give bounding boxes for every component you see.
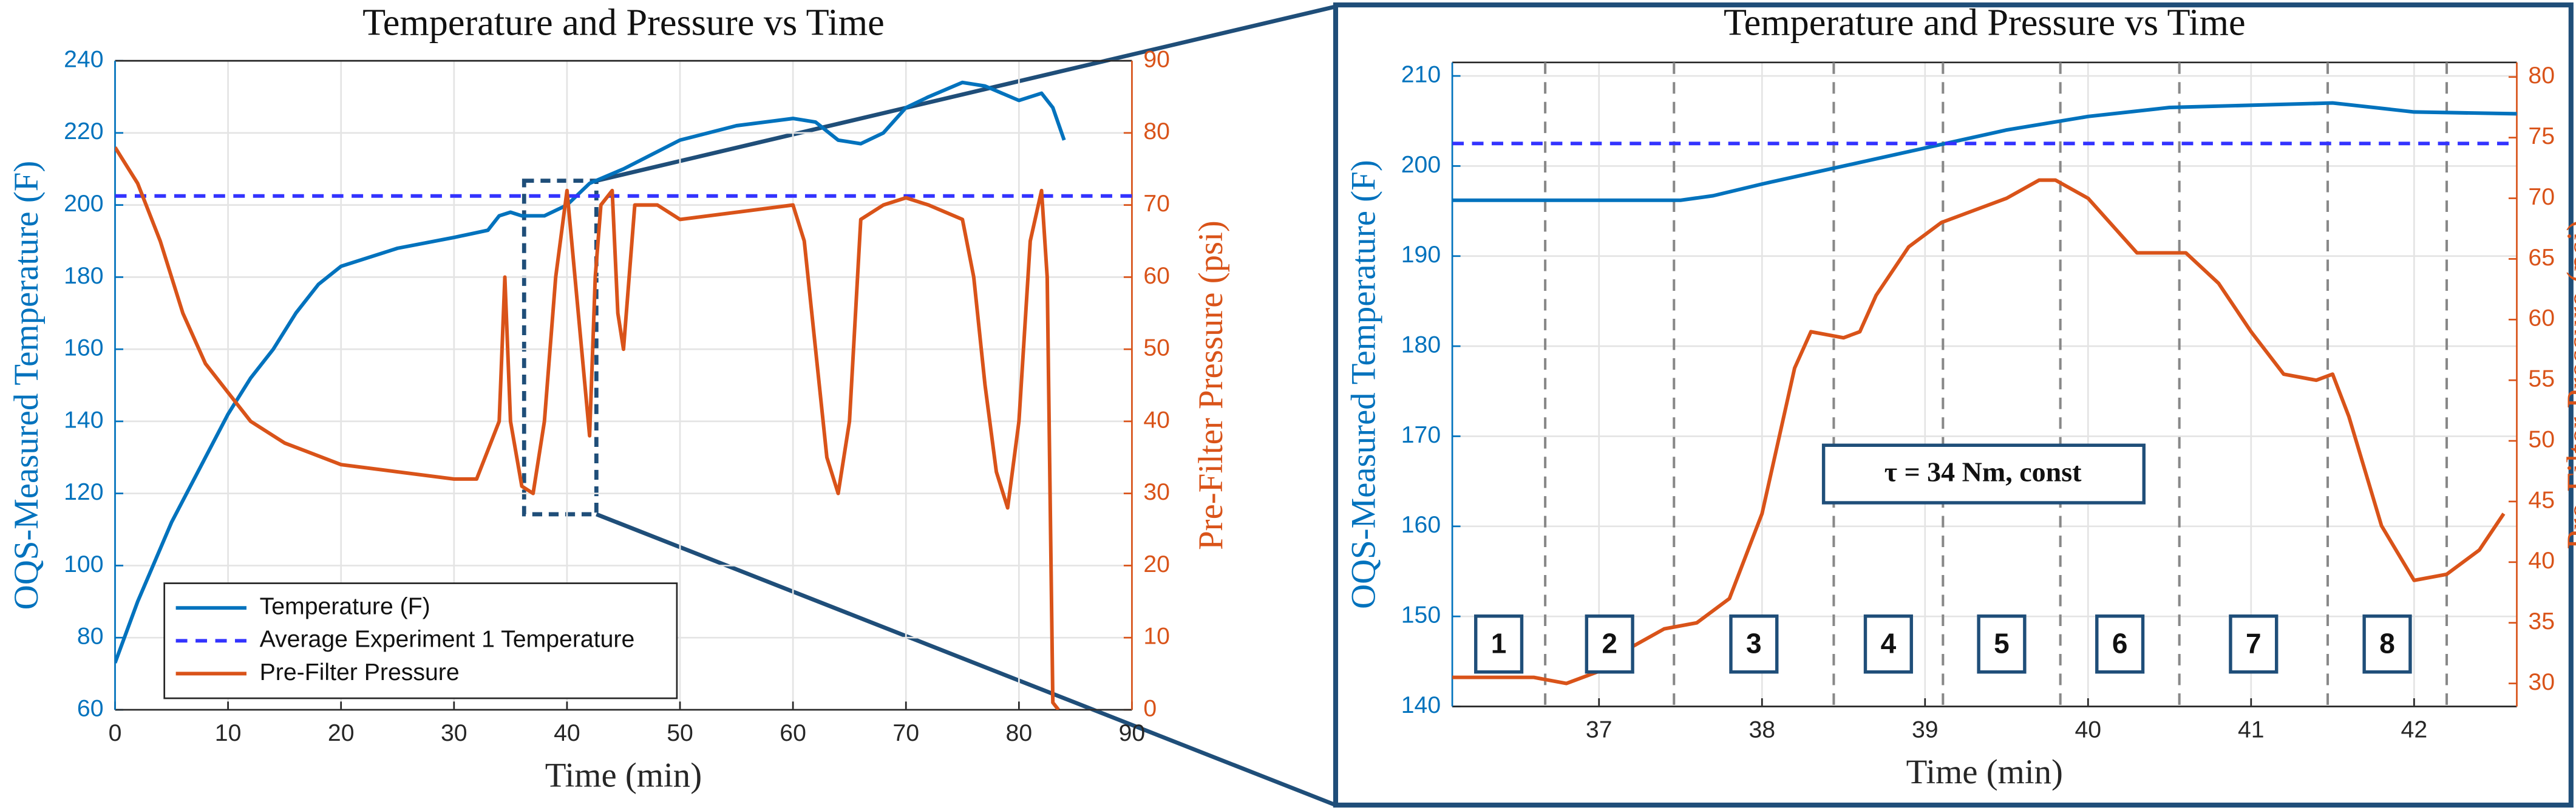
y-tick-label: 200	[1401, 151, 1441, 178]
y-tick-label: 60	[77, 695, 104, 721]
y2-tick-label: 0	[1143, 695, 1157, 721]
y-tick-label: 200	[64, 190, 103, 217]
x-tick-label: 10	[215, 720, 242, 746]
x-tick-label: 0	[109, 720, 122, 746]
phase-box	[2362, 614, 2412, 674]
x-tick-label: 38	[1748, 716, 1775, 743]
phase-label: 5	[1994, 628, 2010, 659]
phase-box	[2229, 614, 2279, 674]
phase-label: 1	[1491, 628, 1507, 659]
legend-label: Average Experiment 1 Temperature	[260, 626, 635, 653]
y-tick-label: 80	[77, 623, 104, 650]
y2-tick-label: 75	[2528, 123, 2555, 149]
x-tick-label: 42	[2401, 716, 2428, 743]
y-axis-label: OQS-Measured Temperature (F)	[7, 161, 46, 610]
y2-tick-label: 45	[2528, 486, 2555, 513]
legend-label: Pre-Filter Pressure	[260, 659, 460, 686]
y2-tick-label: 40	[2528, 547, 2555, 574]
y2-tick-label: 70	[2528, 183, 2555, 210]
y2-tick-label: 50	[1143, 335, 1170, 361]
y-tick-label: 240	[64, 46, 103, 72]
y-tick-label: 140	[64, 406, 103, 433]
chart-title: Temperature and Pressure vs Time	[1724, 2, 2246, 44]
phase-box	[2095, 614, 2145, 674]
y-tick-label: 210	[1401, 61, 1441, 87]
zoom-region	[522, 179, 599, 517]
phase-box	[1729, 614, 1779, 674]
phase-label: 7	[2246, 628, 2262, 659]
y2-axis-label: Pre-Filter Pressure (psi)	[2560, 220, 2576, 550]
series-line	[1452, 101, 2517, 202]
y-tick-label: 150	[1401, 602, 1441, 628]
zoom-panel	[1333, 2, 2574, 808]
y-tick-label: 190	[1401, 241, 1441, 268]
y2-tick-label: 90	[1143, 46, 1170, 72]
annotation: τ = 34 Nm, const	[1884, 457, 2082, 488]
y2-tick-label: 65	[2528, 244, 2555, 271]
x-tick-label: 41	[2238, 716, 2265, 743]
x-tick-label: 30	[441, 720, 467, 746]
y-tick-label: 160	[64, 335, 103, 361]
chart-title: Temperature and Pressure vs Time	[362, 2, 885, 44]
y2-tick-label: 55	[2528, 366, 2555, 392]
y2-tick-label: 30	[2528, 669, 2555, 695]
y-axis-label: OQS-Measured Temperature (F)	[1344, 160, 1382, 609]
x-tick-label: 40	[554, 720, 580, 746]
phase-box	[1474, 614, 1524, 674]
phase-label: 2	[1602, 628, 1617, 659]
zoom-connector	[596, 4, 1336, 183]
x-tick-label: 70	[892, 720, 919, 746]
y-tick-label: 120	[64, 478, 103, 505]
y2-tick-label: 50	[2528, 426, 2555, 452]
y2-tick-label: 40	[1143, 406, 1170, 433]
y2-tick-label: 80	[2528, 62, 2555, 89]
y2-tick-label: 60	[2528, 305, 2555, 332]
series-line	[115, 146, 1060, 710]
annotation-box	[1821, 443, 2146, 505]
y-tick-label: 100	[64, 551, 103, 577]
phase-box	[1585, 614, 1634, 674]
y2-tick-label: 70	[1143, 190, 1170, 217]
series-line	[1452, 178, 2506, 686]
x-tick-label: 20	[328, 720, 355, 746]
phase-box	[1863, 614, 1913, 674]
y2-tick-label: 30	[1143, 478, 1170, 505]
x-tick-label: 37	[1586, 716, 1613, 743]
x-axis-label: Time (min)	[545, 757, 702, 795]
y2-tick-label: 60	[1143, 262, 1170, 289]
x-tick-label: 50	[667, 720, 693, 746]
x-tick-label: 90	[1119, 720, 1146, 746]
legend-label: Temperature (F)	[260, 593, 430, 620]
y-tick-label: 180	[1401, 331, 1441, 358]
y2-tick-label: 10	[1143, 623, 1170, 650]
y2-tick-label: 80	[1143, 118, 1170, 145]
phase-box	[1977, 614, 2027, 674]
y-tick-label: 180	[64, 262, 103, 289]
x-tick-label: 80	[1006, 720, 1033, 746]
phase-label: 4	[1881, 628, 1897, 659]
phase-label: 8	[2379, 628, 2395, 659]
x-tick-label: 60	[780, 720, 806, 746]
x-axis-label: Time (min)	[1906, 753, 2063, 791]
y-tick-label: 160	[1401, 511, 1441, 538]
y2-axis-label: Pre-Filter Pressure (psi)	[1192, 220, 1230, 550]
legend-box	[163, 582, 678, 699]
y-tick-label: 170	[1401, 421, 1441, 448]
y-tick-label: 140	[1401, 692, 1441, 718]
zoom-connector	[596, 512, 1337, 808]
y2-tick-label: 20	[1143, 551, 1170, 577]
x-tick-label: 40	[2075, 716, 2101, 743]
y2-tick-label: 35	[2528, 608, 2555, 635]
phase-label: 3	[1746, 628, 1762, 659]
x-tick-label: 39	[1912, 716, 1939, 743]
y-tick-label: 220	[64, 118, 103, 145]
phase-label: 6	[2112, 628, 2128, 659]
